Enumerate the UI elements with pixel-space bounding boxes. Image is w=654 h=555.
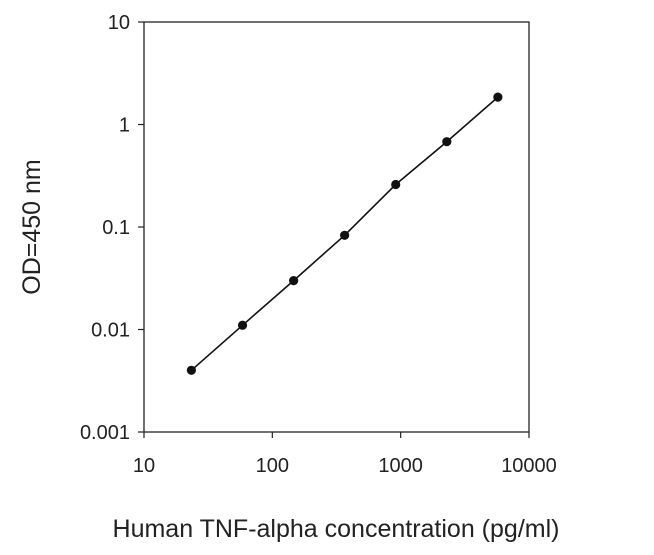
data-point — [442, 137, 452, 147]
data-point — [289, 275, 299, 286]
y-tick-label: 0.1 — [102, 217, 130, 239]
y-tick-label: 1 — [119, 115, 130, 137]
y-axis-title: OD=450 nm — [18, 159, 46, 295]
x-axis-title: Human TNF-alpha concentration (pg/ml) — [113, 515, 560, 543]
data-point — [186, 365, 196, 375]
y-tick-label: 10 — [108, 12, 130, 34]
y-tick-label: 0.001 — [80, 422, 130, 444]
y-axis-ticks: 0.001 0.01 0.1 1 10 — [80, 12, 144, 444]
y-tick-label: 0.01 — [91, 320, 130, 342]
data-point — [340, 230, 350, 240]
data-point — [237, 320, 248, 330]
x-tick-label: 100 — [256, 455, 289, 477]
x-tick-label: 10000 — [501, 455, 557, 477]
data-point — [493, 92, 503, 102]
plot-frame — [143, 21, 530, 433]
x-axis-ticks: 10 100 1000 10000 — [133, 432, 557, 477]
data-point — [391, 179, 401, 190]
series-layer — [186, 92, 503, 375]
x-tick-label: 1000 — [378, 455, 423, 477]
x-tick-label: 10 — [133, 455, 155, 477]
